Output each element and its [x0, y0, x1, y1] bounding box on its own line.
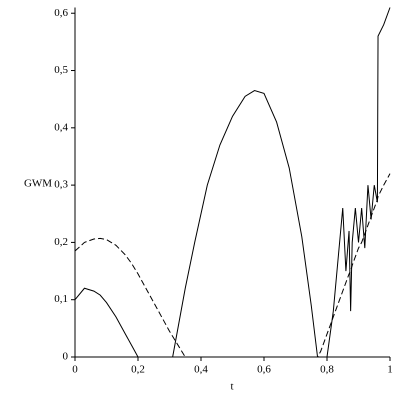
- y-tick-label: 0,4: [54, 121, 68, 133]
- y-tick-label: 0,1: [54, 293, 68, 305]
- x-tick-label: 0,4: [194, 364, 208, 376]
- y-axis-label: GWM: [24, 178, 52, 190]
- y-tick-label: 0,2: [54, 236, 68, 248]
- x-tick-label: 0: [72, 364, 78, 376]
- y-tick-label: 0,6: [54, 7, 68, 19]
- x-tick-label: 0,2: [131, 364, 145, 376]
- series-line: [74, 7, 391, 358]
- x-tick-label: 0,8: [320, 364, 334, 376]
- x-tick-label: 0,6: [257, 364, 271, 376]
- x-axis-label: t: [230, 381, 233, 393]
- y-tick-label: 0: [63, 351, 69, 363]
- y-tick-label: 0,5: [54, 64, 68, 76]
- x-tick-label: 1: [387, 364, 393, 376]
- y-tick-label: 0,3: [54, 179, 68, 191]
- series-line: [74, 173, 391, 358]
